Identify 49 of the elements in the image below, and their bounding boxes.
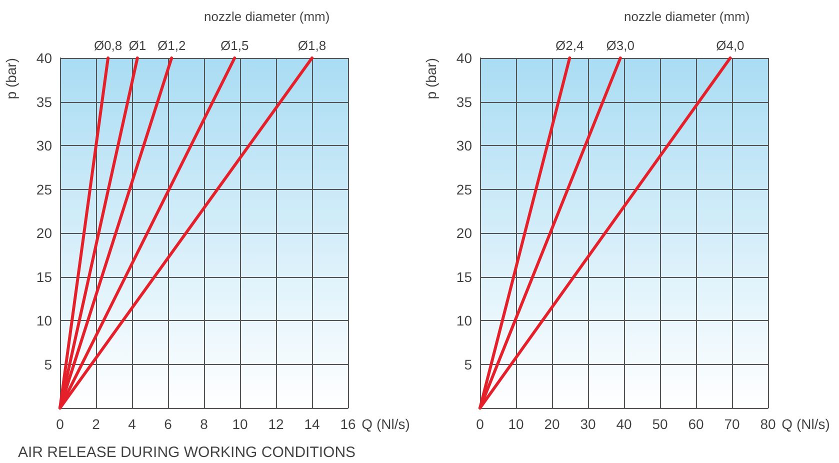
y-tick-label: 25 <box>36 181 52 198</box>
series-label: Ø4,0 <box>716 38 744 53</box>
series-label: Ø1,2 <box>158 38 186 53</box>
x-tick-label: 2 <box>92 416 100 432</box>
series-label: Ø1 <box>128 38 146 53</box>
x-tick-label: 10 <box>508 416 524 432</box>
x-axis-title: Q (Nl/s) <box>782 416 830 432</box>
x-tick-label: 6 <box>164 416 172 432</box>
legend-title: nozzle diameter (mm) <box>624 9 750 24</box>
legend-title: nozzle diameter (mm) <box>204 9 330 24</box>
y-tick-label: 40 <box>36 50 52 66</box>
series-label: Ø1,8 <box>298 38 326 53</box>
y-tick-label: 15 <box>36 268 52 285</box>
x-tick-label: 80 <box>760 416 776 432</box>
y-tick-label: 35 <box>36 94 52 110</box>
series-label: Ø0,8 <box>94 38 122 53</box>
y-tick-label: 15 <box>456 268 472 285</box>
x-tick-label: 60 <box>688 416 704 432</box>
x-tick-label: 0 <box>56 416 64 432</box>
y-tick-label: 30 <box>456 138 472 154</box>
y-tick-label: 10 <box>36 312 52 328</box>
y-tick-label: 35 <box>456 94 472 110</box>
x-tick-label: 40 <box>616 416 632 432</box>
text: AIR RELEASE DURING WORKING CONDITIONS <box>18 444 356 461</box>
x-tick-label: 30 <box>580 416 596 432</box>
y-tick-label: 5 <box>464 356 472 372</box>
y-tick-label: 40 <box>456 50 472 66</box>
x-tick-label: 8 <box>200 416 208 432</box>
y-tick-label: 20 <box>36 225 52 241</box>
y-tick-label: 25 <box>456 181 472 198</box>
x-tick-label: 50 <box>652 416 668 432</box>
x-tick-label: 20 <box>544 416 560 432</box>
y-axis-title: p (bar) <box>423 58 439 100</box>
y-tick-label: 10 <box>456 312 472 328</box>
series-label: Ø2,4 <box>556 38 584 53</box>
x-tick-label: 10 <box>232 416 248 432</box>
series-label: Ø1,5 <box>220 38 249 53</box>
x-tick-label: 14 <box>304 416 320 432</box>
y-tick-label: 5 <box>44 356 52 372</box>
x-tick-label: 70 <box>724 416 740 432</box>
y-tick-label: 20 <box>456 225 472 241</box>
x-axis-title: Q (Nl/s) <box>362 416 410 432</box>
series-label: Ø3,0 <box>606 38 634 53</box>
x-tick-label: 4 <box>128 416 136 432</box>
y-tick-label: 30 <box>36 138 52 154</box>
x-tick-label: 16 <box>340 416 356 432</box>
x-tick-label: 0 <box>476 416 484 432</box>
y-axis-title: p (bar) <box>3 58 19 100</box>
x-tick-label: 12 <box>268 416 284 432</box>
